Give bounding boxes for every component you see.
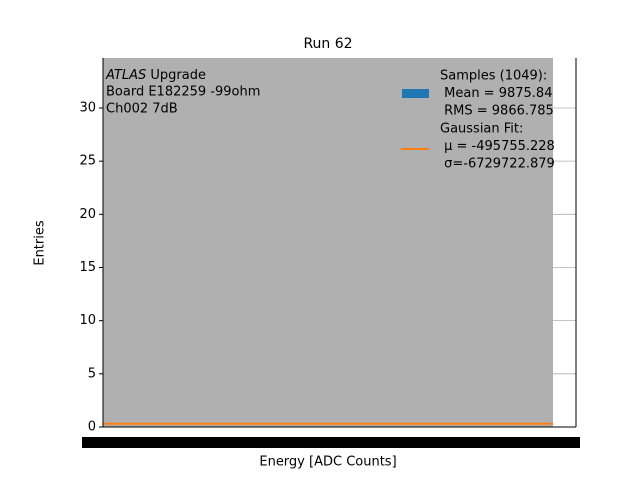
annotation-first: Upgrade bbox=[146, 68, 206, 83]
legend-text: Gaussian Fit: bbox=[440, 122, 523, 137]
legend-swatch bbox=[402, 89, 429, 98]
chart-title: Run 62 bbox=[303, 36, 352, 52]
x-axis-label: Energy [ADC Counts] bbox=[259, 455, 396, 470]
y-tick-label: 10 bbox=[79, 313, 96, 328]
y-tick-label: 5 bbox=[88, 366, 96, 381]
shaded-region bbox=[103, 58, 553, 427]
y-tick-label: 30 bbox=[79, 100, 96, 115]
legend-text: μ = -495755.228 bbox=[440, 139, 555, 154]
annotation-italic: ATLAS bbox=[105, 68, 146, 83]
y-tick-label: 25 bbox=[79, 154, 96, 169]
annotation-line: Board E182259 -99ohm bbox=[106, 85, 260, 100]
y-tick-label: 0 bbox=[88, 420, 96, 435]
legend-text: σ=-6729722.879 bbox=[440, 157, 555, 172]
y-tick-label: 20 bbox=[79, 207, 96, 222]
legend-text: Mean = 9875.84 bbox=[440, 86, 552, 101]
x-tick-labels-overlap bbox=[82, 437, 580, 448]
legend-text: Samples (1049): bbox=[440, 69, 547, 84]
legend-text: RMS = 9866.785 bbox=[440, 104, 554, 119]
y-axis-label: Entries bbox=[33, 220, 48, 266]
annotation-line: Ch002 7dB bbox=[106, 102, 178, 117]
y-tick-label: 15 bbox=[79, 260, 96, 275]
annotation: ATLAS Upgrade bbox=[105, 68, 206, 83]
